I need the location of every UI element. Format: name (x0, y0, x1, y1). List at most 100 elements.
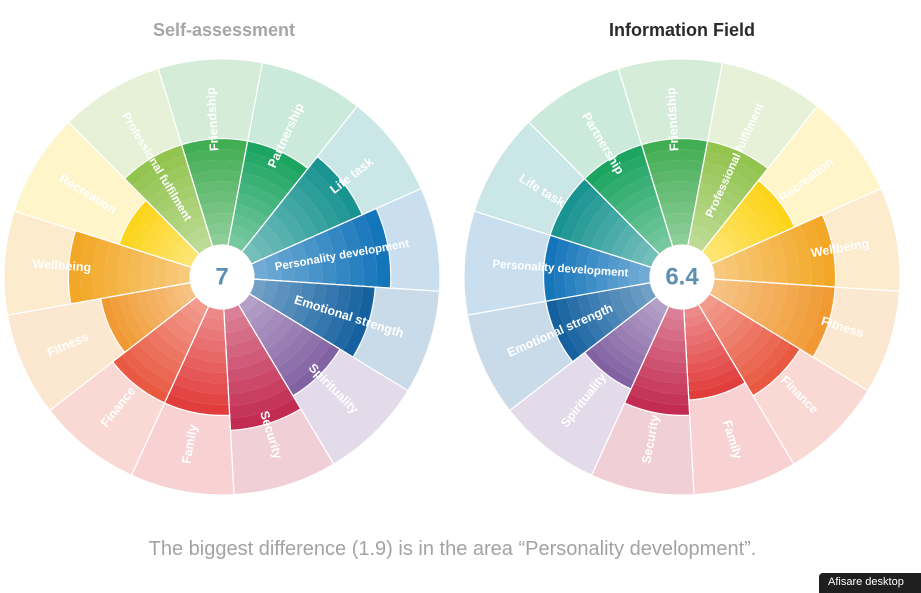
value-band-friendship (666, 223, 692, 237)
value-band-fitness (154, 287, 176, 319)
value-band-fitness (163, 285, 183, 314)
value-band-wellbeing (800, 219, 824, 287)
value-band-security (228, 377, 289, 407)
value-band-finance (725, 321, 764, 360)
value-band-recreation (747, 187, 787, 235)
value-band-partnership (614, 185, 658, 217)
value-band-partnership (629, 205, 664, 232)
value-band-partnership (235, 193, 275, 219)
value-band-spirituality (254, 310, 286, 342)
value-band-fitness (127, 292, 154, 336)
value-band-wellbeing (811, 214, 836, 288)
value-band-partnership (584, 144, 645, 187)
value-band-recreation (140, 216, 168, 254)
value-band-finance (146, 329, 187, 365)
value-band-partnership (652, 236, 673, 255)
value-band-family (684, 312, 708, 328)
value-band-wellbeing (92, 237, 111, 300)
value-band-recreation (133, 211, 163, 252)
value-band-recreation (752, 180, 795, 231)
value-band-wellbeing (177, 263, 192, 285)
value-band-security (659, 315, 685, 331)
segment-label-friendship: Friendship (204, 87, 222, 152)
value-band-family (182, 354, 228, 373)
value-band-spirituality (649, 296, 669, 315)
segment-label-wellbeing: Wellbeing (32, 257, 92, 275)
value-band-security (229, 387, 295, 419)
value-band-friendship (197, 191, 238, 206)
value-band-wellbeing (711, 259, 727, 280)
value-band-professional-fulfilment (697, 182, 742, 211)
value-band-spirituality (613, 324, 650, 356)
value-band-partnership (637, 215, 667, 240)
value-band-recreation (730, 209, 762, 246)
value-band-partnership (607, 175, 654, 209)
value-band-fitness (145, 288, 168, 325)
value-band-spirituality (282, 338, 331, 387)
value-band-fitness (719, 279, 739, 307)
value-band-life-task (249, 232, 274, 260)
value-band-fitness (730, 280, 751, 313)
value-band-life-task (621, 231, 645, 261)
value-band-spirituality (606, 330, 646, 365)
value-band-life-task (631, 239, 653, 265)
value-band-emotional-strength (270, 280, 291, 313)
value-band-life-task (256, 223, 285, 255)
value-band-personality-development (607, 254, 622, 291)
value-band-family (199, 315, 225, 331)
value-band-friendship (660, 202, 696, 216)
value-band-security (624, 393, 690, 416)
value-band-life-task (580, 201, 615, 248)
value-band-life-task (570, 193, 608, 245)
value-band-recreation (741, 194, 778, 239)
value-band-partnership (229, 224, 256, 244)
value-band-personality-development (263, 252, 282, 281)
value-band-family (173, 373, 229, 395)
value-band-spirituality (243, 299, 268, 323)
value-band-emotional-strength (301, 283, 327, 332)
value-band-professional-fulfilment (177, 215, 207, 240)
value-band-spirituality (249, 304, 277, 332)
value-band-professional-fulfilment (689, 224, 716, 244)
value-band-emotional-strength (259, 279, 279, 307)
value-band-fitness (802, 286, 836, 358)
show-desktop-button[interactable]: Afisare desktop (819, 573, 921, 593)
value-band-recreation (701, 244, 720, 265)
value-band-finance (714, 310, 746, 342)
center-disk (190, 245, 254, 309)
value-band-family (685, 335, 722, 355)
value-band-personality-development (628, 260, 642, 287)
value-band-friendship (650, 170, 702, 186)
value-band-partnership (599, 165, 651, 202)
value-band-wellbeing (766, 234, 787, 284)
value-band-fitness (100, 296, 132, 353)
value-band-emotional-strength (608, 288, 632, 323)
value-band-professional-fulfilment (162, 195, 201, 224)
value-band-partnership (237, 182, 282, 211)
value-band-fitness (172, 284, 190, 308)
value-band-professional-fulfilment (184, 226, 210, 247)
value-band-life-task (550, 178, 593, 239)
value-band-personality-development (276, 247, 296, 282)
value-band-spirituality (260, 315, 295, 351)
value-band-personality-development (288, 241, 309, 283)
value-band-wellbeing (153, 256, 169, 289)
value-band-finance (709, 304, 737, 332)
value-band-recreation (148, 221, 173, 256)
value-band-friendship (663, 213, 694, 227)
value-band-emotional-strength (587, 291, 615, 336)
value-band-family (191, 335, 227, 352)
value-band-life-task (279, 194, 318, 240)
value-band-finance (731, 327, 773, 369)
value-band-fitness (750, 282, 775, 326)
value-band-finance (154, 322, 192, 355)
value-band-emotional-strength (556, 297, 590, 356)
value-band-wellbeing (117, 245, 134, 296)
value-band-spirituality (599, 335, 643, 373)
value-band-spirituality (642, 302, 665, 323)
value-band-wellbeing (722, 254, 739, 281)
value-band-friendship (653, 181, 700, 196)
value-band-wellbeing (141, 252, 157, 292)
value-band-finance (179, 303, 205, 326)
value-band-professional-fulfilment (192, 236, 213, 255)
